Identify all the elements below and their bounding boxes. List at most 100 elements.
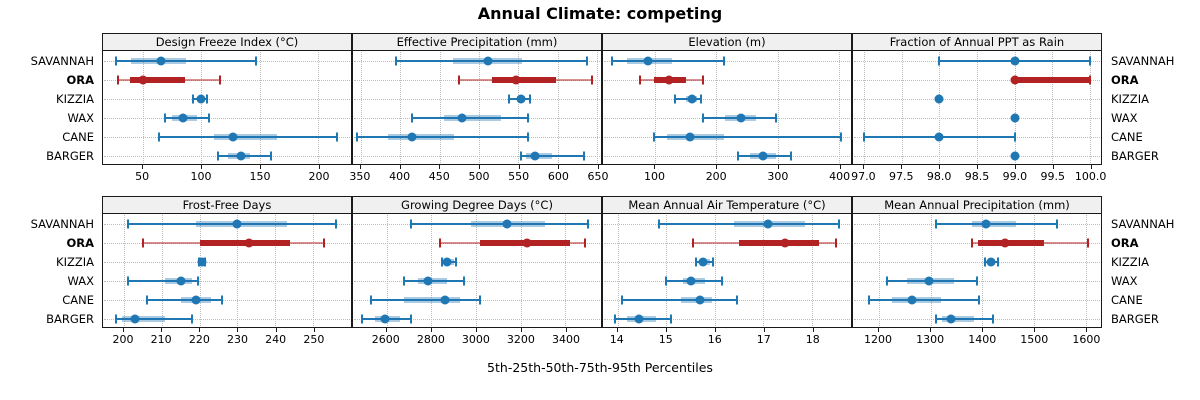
grid-line-horizontal bbox=[354, 281, 600, 283]
x-tick-label: 250 bbox=[303, 333, 325, 346]
whisker-cap bbox=[369, 295, 372, 305]
whisker-cap bbox=[395, 56, 398, 66]
x-tick-label: 18 bbox=[805, 333, 820, 346]
median-dot bbox=[934, 94, 944, 104]
whisker-cap bbox=[934, 219, 937, 229]
x-tick-mark bbox=[201, 165, 203, 169]
whisker-cap bbox=[255, 56, 258, 66]
row-label-column: SAVANNAH ORA KIZZIA WAX CANE BARGER bbox=[0, 214, 102, 329]
median-dot bbox=[440, 295, 450, 305]
row-label-barger: BARGER bbox=[1111, 312, 1159, 327]
x-tick-label: 400 bbox=[389, 170, 411, 183]
x-tick-label: 350 bbox=[349, 170, 371, 183]
panel-mean-annual-air-temperature-c: Mean Annual Air Temperature (°C) 14 15 16 17… bbox=[602, 196, 852, 352]
x-tick-mark bbox=[237, 328, 239, 332]
whisker-cap bbox=[411, 113, 414, 123]
median-dot bbox=[1010, 56, 1020, 66]
panel-growing-degree-days-c: Growing Degree Days (°C) 2600 2800 3000 3200… bbox=[352, 196, 602, 352]
x-tick-label: 200 bbox=[705, 170, 727, 183]
whisker-cap bbox=[867, 295, 870, 305]
grid-line-vertical bbox=[318, 52, 320, 163]
whisker-cap bbox=[721, 276, 724, 286]
median-dot bbox=[196, 94, 206, 104]
whisker-cap bbox=[126, 276, 129, 286]
x-tick-mark bbox=[716, 165, 718, 169]
whisker-cap bbox=[218, 75, 221, 85]
median-dot bbox=[232, 219, 242, 229]
whisker-cap bbox=[701, 75, 704, 85]
grid-line-horizontal bbox=[104, 118, 350, 120]
grid-line-vertical bbox=[777, 52, 779, 163]
median-dot bbox=[758, 151, 768, 161]
median-dot bbox=[946, 314, 956, 324]
x-axis: 97.0 97.5 98.0 98.5 99.0 99.5 100.0 bbox=[851, 165, 1106, 189]
x-tick-label: 650 bbox=[587, 170, 609, 183]
grid-line-horizontal bbox=[354, 261, 600, 263]
iqr-band bbox=[443, 115, 501, 122]
grid-line-vertical bbox=[275, 215, 277, 326]
x-axis: 50 100 150 200 bbox=[102, 165, 352, 189]
row-label-cane: CANE bbox=[62, 130, 94, 145]
x-axis: 2600 2800 3000 3200 3400 bbox=[352, 328, 602, 352]
grid-line-vertical bbox=[360, 52, 362, 163]
grid-line-horizontal bbox=[104, 319, 350, 321]
panel-elevation-m: Elevation (m) 100 200 300 400 bbox=[602, 33, 852, 189]
grid-line-vertical bbox=[431, 215, 433, 326]
strip-spacer bbox=[0, 33, 102, 51]
whisker-cap bbox=[507, 94, 510, 104]
strip-title: Mean Annual Air Temperature (°C) bbox=[602, 196, 852, 214]
x-tick-label: 100 bbox=[643, 170, 665, 183]
grid-line-vertical bbox=[161, 215, 163, 326]
x-tick-mark bbox=[878, 328, 880, 332]
percentile-whisker bbox=[370, 299, 481, 302]
x-tick-label: 600 bbox=[547, 170, 569, 183]
whisker-cap bbox=[983, 257, 986, 267]
median-dot bbox=[442, 257, 452, 267]
whisker-cap bbox=[117, 75, 120, 85]
grid-line-vertical bbox=[1089, 52, 1091, 163]
x-tick-mark bbox=[475, 328, 477, 332]
plot-area bbox=[352, 50, 602, 165]
grid-line-horizontal bbox=[854, 261, 1100, 263]
x-tick-mark bbox=[430, 328, 432, 332]
grid-line-horizontal bbox=[604, 156, 850, 158]
whisker-cap bbox=[977, 295, 980, 305]
whisker-cap bbox=[455, 257, 458, 267]
grid-line-vertical bbox=[1085, 215, 1087, 326]
grid-line-vertical bbox=[901, 52, 903, 163]
percentile-whisker bbox=[165, 117, 210, 120]
whisker-cap bbox=[335, 132, 338, 142]
whisker-cap bbox=[270, 151, 273, 161]
whisker-cap bbox=[712, 257, 715, 267]
strip-title: Fraction of Annual PPT as Rain bbox=[852, 33, 1102, 51]
whisker-cap bbox=[141, 238, 144, 248]
panel-fraction-of-annual-ppt-as-rain: Fraction of Annual PPT as Rain 97.0 97.5 98… bbox=[851, 33, 1106, 189]
x-tick-label: 3200 bbox=[506, 333, 535, 346]
median-dot bbox=[423, 276, 433, 286]
percentile-whisker bbox=[356, 136, 528, 139]
x-axis: 350 400 450 500 550 600 650 bbox=[349, 165, 609, 189]
whisker-cap bbox=[837, 219, 840, 229]
percentile-whisker bbox=[404, 280, 464, 283]
row-labels-left: SAVANNAH ORA KIZZIA WAX CANE BARGER bbox=[0, 33, 102, 189]
median-dot bbox=[907, 295, 917, 305]
x-tick-label: 2800 bbox=[416, 333, 445, 346]
median-dot bbox=[138, 75, 148, 85]
median-dot bbox=[924, 276, 934, 286]
grid-line-horizontal bbox=[604, 281, 850, 283]
median-dot bbox=[130, 314, 140, 324]
whisker-cap bbox=[145, 295, 148, 305]
x-tick-mark bbox=[654, 165, 656, 169]
grid-line-vertical bbox=[864, 52, 866, 163]
median-dot bbox=[1010, 75, 1020, 85]
x-tick-mark bbox=[982, 328, 984, 332]
row-label-kizzia: KIZZIA bbox=[1111, 91, 1149, 106]
grid-line-vertical bbox=[475, 215, 477, 326]
x-tick-label: 1400 bbox=[968, 333, 997, 346]
x-tick-label: 99.0 bbox=[1002, 170, 1028, 183]
x-tick-mark bbox=[1090, 165, 1092, 169]
iqr-band bbox=[1014, 76, 1090, 83]
grid-line-horizontal bbox=[604, 261, 850, 263]
iqr-band bbox=[941, 316, 975, 323]
row-label-savannah: SAVANNAH bbox=[1111, 53, 1175, 68]
